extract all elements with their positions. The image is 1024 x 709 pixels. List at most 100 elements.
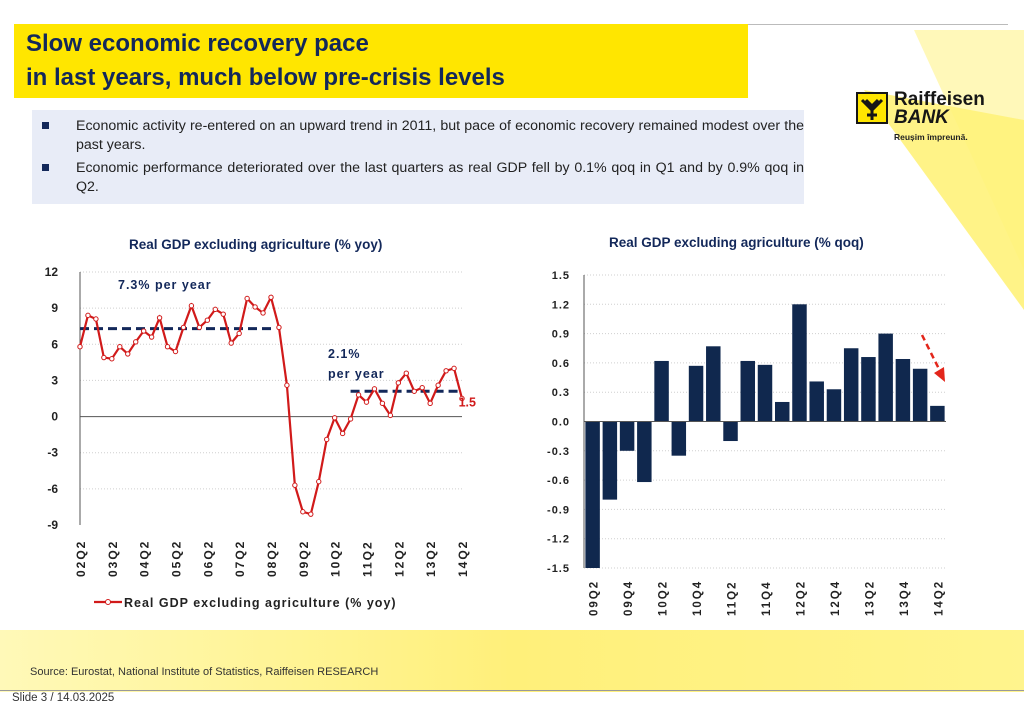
data-point <box>260 310 266 316</box>
qoq-chart-title: Real GDP excluding agriculture (% qoq) <box>609 235 864 250</box>
page-title-line2: in last years, much below pre-crisis lev… <box>26 64 505 91</box>
data-point <box>292 482 298 488</box>
legend-marker <box>105 599 111 605</box>
data-point <box>403 370 409 376</box>
raiffeisen-logo: Raiffeisen BANK Reușim împreună. <box>856 89 1006 162</box>
x-tick-label: 09Q4 <box>623 580 635 616</box>
y-tick-label: 6 <box>51 337 58 351</box>
page-title-line1: Slow economic recovery pace <box>26 30 369 57</box>
data-point <box>443 368 449 374</box>
y-tick-label: 0.9 <box>552 329 570 341</box>
data-point <box>316 478 322 485</box>
data-point <box>220 311 226 317</box>
x-tick-label: 10Q2 <box>658 580 670 616</box>
trend-arrow-line <box>920 334 942 372</box>
bar <box>809 381 824 422</box>
data-point <box>371 386 378 392</box>
average-label-precrisis: 7.3% per year <box>118 278 212 292</box>
logo-name: Raiffeisen <box>894 89 985 110</box>
data-point <box>435 382 441 388</box>
data-point <box>188 303 195 309</box>
bar <box>843 348 859 422</box>
bar <box>619 421 635 451</box>
data-point <box>395 380 402 386</box>
source-note: Source: Eurostat, National Institute of … <box>30 666 379 678</box>
x-tick-label: 11Q2 <box>727 581 739 617</box>
yoy-line-chart: 12 9 6 3 0 -3 -6 -9 02Q2 03Q2 04Q2 05Q2 06Q2 07Q2 08Q2… <box>45 265 476 610</box>
bar <box>602 421 618 500</box>
y-tick-label: 0.0 <box>552 417 570 429</box>
y-tick-label: -6 <box>47 482 58 496</box>
data-point <box>308 511 314 517</box>
data-point <box>212 306 218 313</box>
x-tick-label: 03Q2 <box>106 540 120 577</box>
legend-label: Real GDP excluding agriculture (% yoy) <box>124 596 397 610</box>
bullet-square-icon <box>42 122 49 129</box>
bar <box>912 368 928 422</box>
bullet-square-icon <box>42 164 49 171</box>
x-tick-label: 09Q2 <box>297 540 311 577</box>
x-tick-label: 02Q2 <box>74 540 88 577</box>
data-point <box>451 365 457 372</box>
y-tick-label: -1.5 <box>547 563 570 575</box>
bar <box>585 421 600 568</box>
y-tick-label: -0.3 <box>547 446 570 458</box>
bar <box>895 358 911 422</box>
last-value-label: 1.5 <box>459 396 476 410</box>
bar <box>688 365 704 422</box>
y-tick-label: 1.5 <box>552 270 570 282</box>
x-tick-label: 12Q2 <box>392 540 406 577</box>
bar <box>637 421 652 483</box>
logo-tagline: Reușim împreună. <box>894 132 968 142</box>
trend-arrow-head-icon <box>934 367 945 382</box>
x-tick-label: 08Q2 <box>265 540 279 577</box>
y-tick-label: 1.2 <box>552 299 570 311</box>
slide-number: Slide 3 / 14.03.2025 <box>12 692 115 704</box>
bar <box>930 405 945 422</box>
x-tick-label: 14Q2 <box>456 540 470 577</box>
data-point <box>252 304 258 310</box>
y-tick-label: 0.3 <box>552 387 570 399</box>
y-tick-label: -0.6 <box>547 475 570 487</box>
x-tick-label: 12Q2 <box>795 580 807 616</box>
data-point <box>172 348 179 355</box>
data-point <box>236 330 242 337</box>
y-tick-label: -3 <box>47 446 58 460</box>
x-tick-label: 12Q4 <box>830 580 842 616</box>
data-point <box>228 340 234 346</box>
x-tick-label: 04Q2 <box>138 540 152 577</box>
footer-band <box>0 630 1024 692</box>
data-point <box>419 384 425 391</box>
data-point <box>140 328 147 334</box>
bullet-text: Economic activity re-entered on an upwar… <box>76 118 804 153</box>
data-point <box>133 339 139 345</box>
x-tick-label: 11Q4 <box>761 581 773 617</box>
data-point <box>77 343 83 350</box>
yoy-chart-title: Real GDP excluding agriculture (% yoy) <box>129 237 383 252</box>
data-point <box>300 509 306 515</box>
y-tick-label: 9 <box>51 301 58 315</box>
x-tick-label: 10Q4 <box>692 580 704 616</box>
data-point <box>101 354 107 361</box>
x-tick-label: 11Q2 <box>361 540 375 577</box>
y-tick-label: -1.2 <box>547 534 570 546</box>
data-point <box>268 294 274 300</box>
x-tick-label: 05Q2 <box>170 540 184 577</box>
data-point <box>156 315 163 321</box>
x-tick-label: 13Q4 <box>899 580 911 616</box>
bar <box>671 421 687 456</box>
bar <box>826 389 842 422</box>
data-point <box>427 400 433 407</box>
logo-name-bank: BANK <box>894 107 949 128</box>
y-tick-label: -0.9 <box>547 504 570 516</box>
y-tick-label: 12 <box>45 265 59 279</box>
data-point <box>204 317 211 323</box>
data-point <box>331 415 338 421</box>
data-point <box>85 312 91 319</box>
bar <box>740 360 756 422</box>
x-tick-label: 09Q2 <box>589 580 601 616</box>
data-point <box>355 392 362 398</box>
qoq-bar-chart: 1.5 1.2 0.9 0.6 0.3 0.0 -0.3 -0.6 -0.9 -1.2 -1.5 09… <box>547 270 946 617</box>
data-point <box>363 399 370 405</box>
bullet-text: Economic performance deteriorated over t… <box>76 160 804 195</box>
